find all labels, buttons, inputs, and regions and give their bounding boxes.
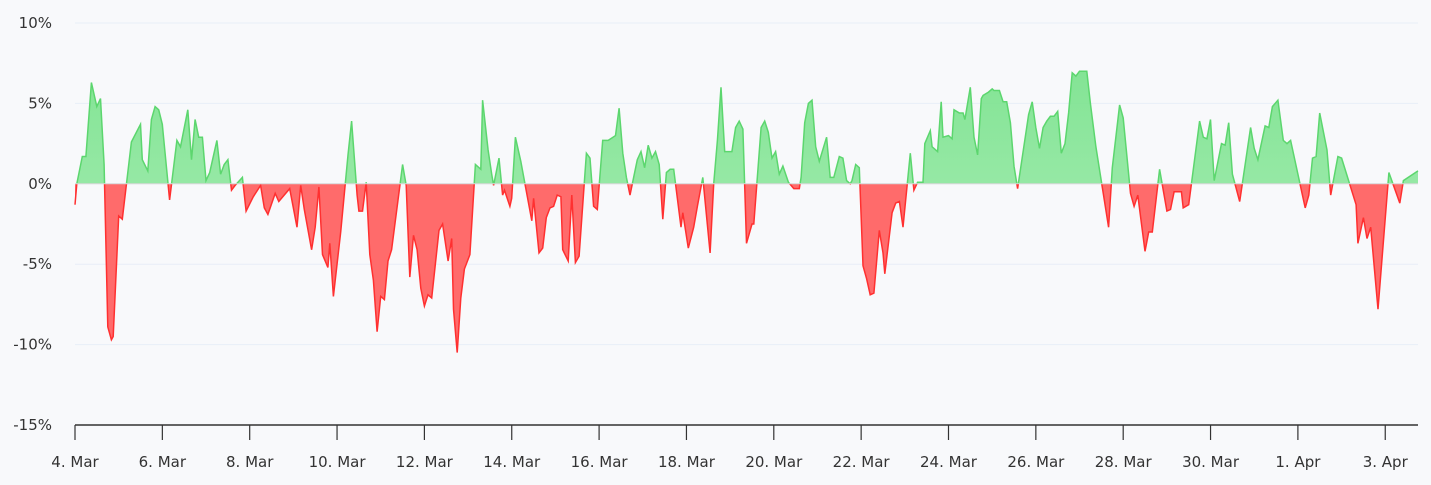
x-tick-label: 8. Mar (226, 453, 274, 471)
x-tick-label: 4. Mar (51, 453, 99, 471)
x-tick-label: 30. Mar (1182, 453, 1240, 471)
x-tick-label: 12. Mar (396, 453, 454, 471)
x-tick-label: 18. Mar (658, 453, 716, 471)
x-tick-label: 14. Mar (483, 453, 541, 471)
x-tick-label: 1. Apr (1275, 453, 1321, 471)
x-tick-label: 26. Mar (1007, 453, 1065, 471)
y-tick-label: 5% (28, 94, 52, 112)
plot-area (74, 70, 1419, 353)
y-tick-label: 10% (19, 14, 52, 32)
x-tick-label: 28. Mar (1095, 453, 1153, 471)
y-tick-label: -10% (13, 336, 52, 354)
y-tick-label: -15% (13, 416, 52, 434)
positive-line (76, 70, 1419, 184)
x-tick-label: 6. Mar (139, 453, 187, 471)
x-tick-label: 16. Mar (571, 453, 629, 471)
negative-line (74, 183, 1404, 353)
positive-area (75, 71, 1418, 184)
y-tick-label: 0% (28, 175, 52, 193)
x-tick-label: 20. Mar (745, 453, 803, 471)
x-tick-label: 10. Mar (309, 453, 367, 471)
x-tick-label: 3. Apr (1363, 453, 1409, 471)
x-axis: 4. Mar 6. Mar 8. Mar 10. Mar 12. Mar 14. Mar 1… (51, 424, 1418, 471)
x-tick-label: 22. Mar (833, 453, 891, 471)
y-axis-labels: 10% 5% 0% -5% -10% -15% (13, 14, 52, 434)
negative-area (75, 183, 1403, 353)
y-tick-label: -5% (23, 255, 52, 273)
x-tick-label: 24. Mar (920, 453, 978, 471)
